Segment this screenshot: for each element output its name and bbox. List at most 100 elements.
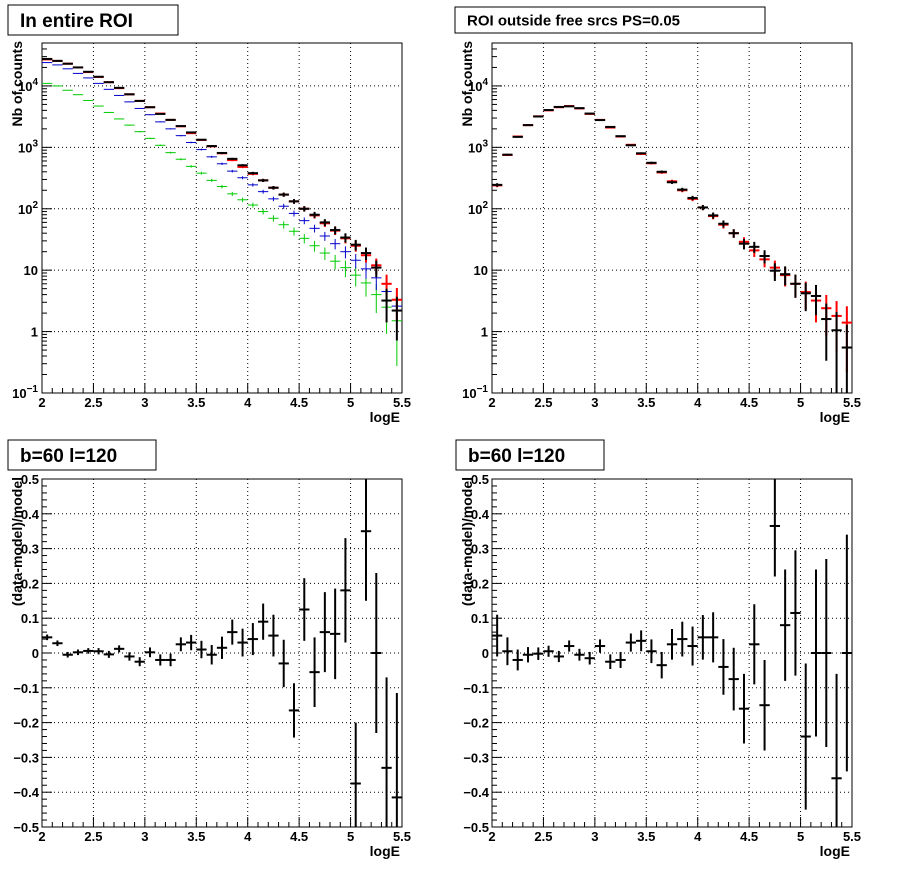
data-point: [360, 261, 372, 279]
data-point: [237, 628, 248, 657]
data-point: [625, 633, 636, 652]
y-tick-label: 0.3: [471, 542, 489, 557]
data-points: [492, 479, 852, 827]
data-point: [175, 637, 186, 652]
data-point: [247, 171, 258, 175]
y-tick-label: −0.2: [13, 716, 39, 731]
data-points: [42, 479, 402, 827]
y-tick-label: −0.3: [13, 750, 39, 765]
data-point: [636, 630, 647, 652]
data-point: [810, 569, 822, 737]
data-point: [841, 534, 852, 772]
series-1: [492, 105, 852, 373]
data-point: [360, 479, 372, 601]
data-point: [319, 247, 330, 261]
data-point: [165, 653, 176, 667]
data-point: [636, 152, 647, 155]
data-point: [288, 227, 300, 236]
data-point: [656, 170, 667, 174]
data-point: [574, 107, 585, 110]
data-point: [206, 178, 217, 182]
data-point: [83, 648, 94, 654]
data-point: [512, 649, 523, 671]
data-point: [186, 141, 197, 144]
x-tick-label: 2.5: [84, 395, 102, 410]
y-tick-label: −0.1: [13, 681, 39, 696]
data-point: [237, 164, 248, 167]
x-tick-label: 5.5: [843, 395, 861, 410]
plot-frame: [41, 42, 403, 394]
y-tick-label: 10: [24, 263, 38, 278]
data-point: [533, 647, 544, 660]
data-point: [831, 673, 842, 827]
data-point: [790, 274, 801, 298]
x-tick-label: 4.5: [290, 395, 308, 410]
data-point: [330, 254, 341, 270]
data-point: [646, 161, 657, 164]
data-point: [584, 651, 595, 665]
chart-title: b=60 l=120: [20, 446, 117, 467]
data-point: [677, 187, 688, 192]
data-point: [340, 260, 351, 278]
data-point: [165, 118, 176, 121]
x-tick-label: 5.5: [393, 395, 411, 410]
data-point: [299, 217, 310, 225]
data-point: [114, 118, 125, 120]
data-point: [247, 202, 258, 208]
data-point: [564, 105, 575, 108]
data-point: [615, 135, 626, 138]
y-tick-label: −0.5: [463, 820, 489, 835]
data-point: [718, 639, 729, 695]
data-point: [278, 639, 289, 688]
data-point: [124, 652, 135, 661]
y-tick-label: −0.2: [463, 716, 489, 731]
data-point: [574, 648, 585, 661]
data-point: [697, 615, 708, 660]
data-point: [350, 239, 361, 251]
data-point: [749, 241, 760, 253]
data-point: [186, 131, 197, 134]
chart-title: ROI outside free srcs PS=0.05: [467, 12, 680, 29]
title-box: [7, 439, 157, 471]
series-2: [492, 105, 852, 393]
data-point: [186, 165, 197, 168]
y-tick-label: −0.1: [463, 681, 489, 696]
y-tick-label: 1: [481, 325, 488, 340]
y-tick-label: 10−1: [12, 384, 38, 401]
y-tick-label: 0: [32, 646, 39, 661]
data-point: [237, 176, 248, 180]
data-point: [381, 677, 392, 827]
data-point: [288, 683, 300, 738]
data-point: [227, 169, 238, 173]
x-tick-label: 2: [38, 395, 45, 410]
data-point: [350, 267, 361, 287]
data-point: [299, 578, 310, 641]
data-point: [62, 89, 73, 91]
data-points: [42, 57, 402, 366]
x-tick-label: 5: [797, 829, 804, 844]
data-point: [93, 82, 104, 84]
data-point: [134, 99, 145, 102]
data-point: [216, 162, 228, 165]
data-point: [371, 260, 382, 278]
y-tick-label: 104: [468, 77, 488, 94]
data-points: [492, 105, 852, 393]
data-point: [155, 112, 166, 115]
y-tick-label: 102: [468, 200, 488, 217]
data-point: [340, 233, 351, 243]
data-point: [666, 628, 678, 660]
data-point: [114, 94, 125, 96]
x-axis-label: logE: [820, 409, 850, 425]
data-point: [728, 647, 739, 711]
data-point: [268, 185, 279, 190]
data-point: [206, 145, 217, 148]
y-tick-label: 1: [31, 325, 38, 340]
chart-title: In entire ROI: [20, 11, 133, 32]
data-point: [780, 569, 791, 681]
data-point: [288, 210, 300, 217]
data-point: [258, 603, 269, 640]
title-box: [7, 4, 179, 36]
data-point: [196, 138, 207, 141]
data-point: [196, 148, 207, 151]
y-ticks: [42, 478, 52, 828]
